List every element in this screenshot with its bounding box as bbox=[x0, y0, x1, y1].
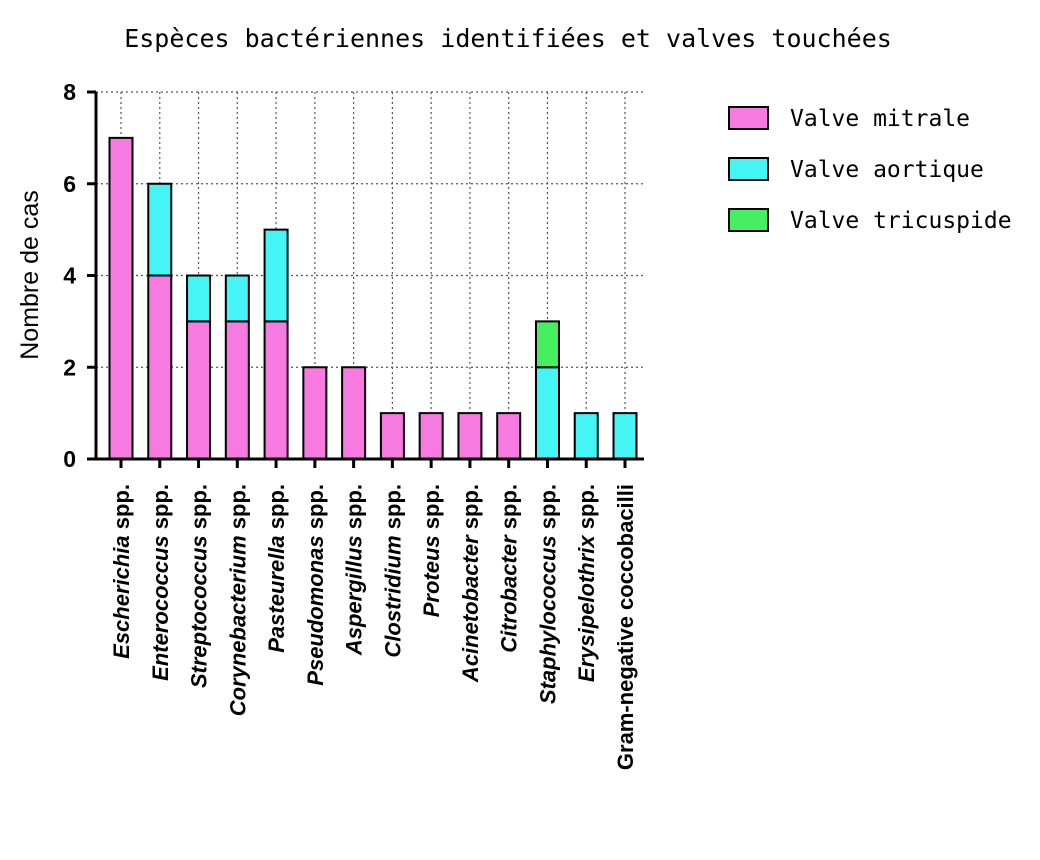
x-tick-label-suffix: spp. bbox=[187, 484, 212, 535]
x-tick-label-genus: Pasteurella bbox=[264, 535, 289, 652]
x-tick-label: Escherichia spp. bbox=[109, 484, 134, 659]
x-tick-label: Clostridium spp. bbox=[380, 484, 405, 658]
x-tick-label-suffix: spp. bbox=[380, 484, 405, 535]
y-tick-label: 8 bbox=[63, 79, 76, 105]
bar-segment-aortique bbox=[612, 412, 638, 460]
x-tick-label: Enterococcus spp. bbox=[148, 484, 173, 681]
x-tick-label: Citrobacter spp. bbox=[497, 484, 522, 653]
bar-segment-mitrale bbox=[341, 366, 367, 460]
x-tick-label-genus: Corynebacterium bbox=[225, 535, 250, 716]
bar-segment-mitrale bbox=[108, 136, 134, 460]
axes bbox=[94, 92, 644, 468]
legend-label: Valve mitrale bbox=[790, 106, 970, 132]
legend: Valve mitrale Valve aortique Valve tricusp… bbox=[728, 106, 1012, 234]
x-tick-label-genus: Citrobacter bbox=[497, 534, 522, 653]
bar-segment-aortique bbox=[186, 274, 212, 323]
legend-swatch bbox=[728, 208, 769, 232]
x-tick-label-suffix: spp. bbox=[574, 484, 599, 535]
x-tick-label-suffix: spp. bbox=[264, 484, 289, 535]
x-tick-label-genus: Pseudomonas bbox=[303, 535, 328, 685]
bar-segment-mitrale bbox=[263, 320, 289, 460]
bar-segment-mitrale bbox=[379, 412, 405, 460]
bar-segment-mitrale bbox=[302, 366, 328, 460]
x-tick-label-genus: Erysipelothrix bbox=[574, 535, 599, 682]
y-tick-label: 4 bbox=[63, 263, 76, 289]
x-tick-label-genus: Staphylococcus bbox=[535, 535, 560, 704]
y-tick-label: 2 bbox=[63, 354, 76, 380]
bars bbox=[108, 136, 638, 460]
y-tick-label: 0 bbox=[63, 446, 76, 472]
bar-segment-mitrale bbox=[496, 412, 522, 460]
bar-segment-mitrale bbox=[457, 412, 483, 460]
bar-segment-mitrale bbox=[186, 320, 212, 460]
bar-segment-mitrale bbox=[418, 412, 444, 460]
x-tick-label: Pseudomonas spp. bbox=[303, 484, 328, 686]
x-tick-label-suffix: spp. bbox=[419, 484, 444, 535]
x-tick-labels: Escherichia spp.Enterococcus spp.Strepto… bbox=[109, 484, 638, 770]
x-tick-label-suffix: spp. bbox=[535, 484, 560, 535]
x-tick-label: Erysipelothrix spp. bbox=[574, 484, 599, 682]
x-tick-label: Acinetobacter spp. bbox=[458, 484, 483, 683]
bar-segment-aortique bbox=[534, 366, 560, 460]
x-tick-label-genus: Enterococcus bbox=[148, 535, 173, 681]
legend-swatch bbox=[728, 157, 769, 181]
x-tick-label-genus: Gram-negative coccobacilli bbox=[613, 484, 638, 770]
x-tick-label-genus: Streptococcus bbox=[187, 535, 212, 688]
chart-title: Espèces bactériennes identifiées et valv… bbox=[124, 24, 892, 53]
bar-segment-aortique bbox=[224, 274, 250, 323]
x-tick-label-genus: Escherichia bbox=[109, 535, 134, 659]
y-tick-label: 6 bbox=[63, 171, 76, 197]
x-tick-label: Streptococcus spp. bbox=[187, 484, 212, 688]
bar-segment-mitrale bbox=[224, 320, 250, 460]
legend-label: Valve aortique bbox=[790, 157, 984, 183]
bar-segment-mitrale bbox=[147, 274, 173, 460]
x-tick-label-genus: Proteus bbox=[419, 535, 444, 617]
bar-segment-aortique bbox=[573, 412, 599, 460]
x-tick-label-genus: Clostridium bbox=[380, 535, 405, 657]
x-tick-label: Pasteurella spp. bbox=[264, 484, 289, 653]
x-tick-label-suffix: spp. bbox=[303, 484, 328, 535]
x-tick-label-suffix: spp. bbox=[225, 484, 250, 535]
x-tick-label: Proteus spp. bbox=[419, 484, 444, 617]
legend-label: Valve tricuspide bbox=[790, 208, 1012, 234]
x-tick-label: Staphylococcus spp. bbox=[535, 484, 560, 704]
x-tick-label: Corynebacterium spp. bbox=[225, 484, 250, 716]
x-tick-label-genus: Acinetobacter bbox=[458, 534, 483, 683]
bar-segment-aortique bbox=[263, 228, 289, 323]
y-ticks: 0 2 4 6 8 bbox=[63, 79, 96, 472]
x-tick-label-suffix: spp. bbox=[497, 484, 522, 535]
y-axis-label: Nombre de cas bbox=[16, 190, 44, 360]
grid bbox=[96, 91, 644, 459]
x-tick-label: Gram-negative coccobacilli bbox=[613, 484, 638, 770]
legend-swatch bbox=[728, 106, 769, 130]
x-tick-label-suffix: spp. bbox=[342, 484, 367, 535]
x-tick-label: Aspergillus spp. bbox=[342, 484, 367, 656]
x-tick-label-suffix: spp. bbox=[109, 484, 134, 535]
x-tick-label-genus: Aspergillus bbox=[342, 535, 367, 656]
x-tick-label-suffix: spp. bbox=[458, 484, 483, 535]
bar-segment-aortique bbox=[147, 182, 173, 277]
x-tick-label-suffix: spp. bbox=[148, 484, 173, 535]
bar-segment-tricuspide bbox=[534, 320, 560, 369]
